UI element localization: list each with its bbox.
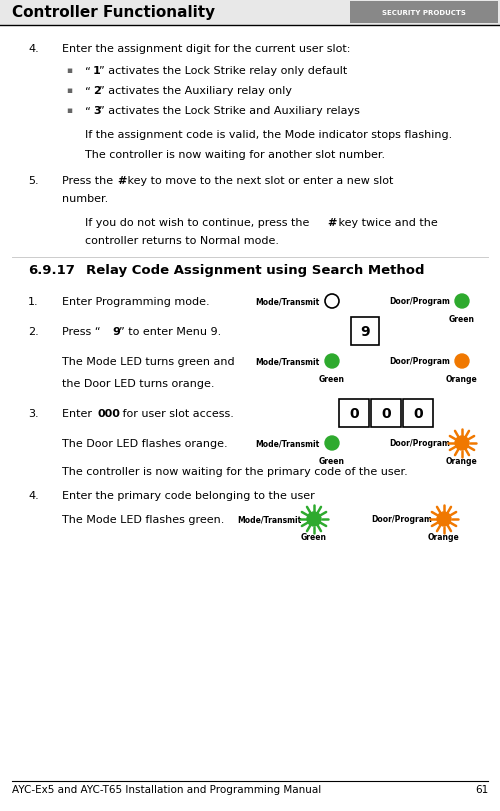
Text: The Door LED flashes orange.: The Door LED flashes orange. bbox=[62, 439, 228, 448]
FancyBboxPatch shape bbox=[371, 400, 401, 427]
Circle shape bbox=[325, 294, 339, 309]
Text: key to move to the next slot or enter a new slot: key to move to the next slot or enter a … bbox=[124, 176, 394, 186]
Text: 1: 1 bbox=[93, 66, 101, 76]
Text: for user slot access.: for user slot access. bbox=[119, 409, 234, 418]
Text: “: “ bbox=[85, 106, 91, 116]
Text: number.: number. bbox=[62, 194, 108, 204]
Text: The controller is now waiting for another slot number.: The controller is now waiting for anothe… bbox=[85, 150, 385, 160]
Text: The Mode LED turns green and: The Mode LED turns green and bbox=[62, 357, 234, 367]
Text: 61: 61 bbox=[475, 784, 488, 794]
Text: Enter: Enter bbox=[62, 409, 96, 418]
Text: ” activates the Auxiliary relay only: ” activates the Auxiliary relay only bbox=[99, 86, 292, 96]
Text: 000: 000 bbox=[97, 409, 120, 418]
Text: ▪: ▪ bbox=[66, 86, 72, 95]
Circle shape bbox=[325, 436, 339, 450]
Text: 9: 9 bbox=[360, 324, 370, 338]
FancyBboxPatch shape bbox=[351, 318, 379, 345]
Circle shape bbox=[325, 354, 339, 368]
Text: Relay Code Assignment using Search Method: Relay Code Assignment using Search Metho… bbox=[86, 264, 424, 277]
Text: 0: 0 bbox=[381, 406, 391, 420]
Circle shape bbox=[437, 513, 451, 526]
Text: 9: 9 bbox=[112, 327, 120, 337]
Text: 0: 0 bbox=[413, 406, 423, 420]
Text: 0: 0 bbox=[349, 406, 359, 420]
Text: The controller is now waiting for the primary code of the user.: The controller is now waiting for the pr… bbox=[62, 466, 408, 476]
Text: Mode/Transmit: Mode/Transmit bbox=[256, 357, 320, 366]
Text: #: # bbox=[117, 176, 126, 186]
Text: ▪: ▪ bbox=[66, 66, 72, 75]
Text: Door/Program: Door/Program bbox=[389, 297, 450, 306]
Text: ” activates the Lock Strike relay only default: ” activates the Lock Strike relay only d… bbox=[99, 66, 347, 76]
Text: key twice and the: key twice and the bbox=[335, 217, 438, 228]
Bar bbox=[0, 0, 500, 26]
Text: Door/Program: Door/Program bbox=[389, 357, 450, 366]
Text: Green: Green bbox=[449, 315, 475, 324]
Text: Mode/Transmit: Mode/Transmit bbox=[256, 439, 320, 448]
Text: Green: Green bbox=[301, 532, 327, 541]
Text: 1.: 1. bbox=[28, 297, 38, 307]
Text: Door/Program: Door/Program bbox=[389, 439, 450, 448]
Text: Orange: Orange bbox=[446, 375, 478, 384]
Text: 2.: 2. bbox=[28, 327, 39, 337]
Text: Door/Program: Door/Program bbox=[371, 515, 432, 524]
Text: 2: 2 bbox=[93, 86, 101, 96]
Text: 5.: 5. bbox=[28, 176, 38, 186]
FancyBboxPatch shape bbox=[339, 400, 369, 427]
Text: “: “ bbox=[85, 66, 91, 76]
Circle shape bbox=[455, 294, 469, 309]
Text: Mode/Transmit: Mode/Transmit bbox=[256, 297, 320, 306]
Text: The Mode LED flashes green.: The Mode LED flashes green. bbox=[62, 514, 224, 525]
Text: AYC-Ex5 and AYC-T65 Installation and Programming Manual: AYC-Ex5 and AYC-T65 Installation and Pro… bbox=[12, 784, 321, 794]
Text: Green: Green bbox=[319, 375, 345, 384]
Bar bbox=[350, 2, 498, 24]
Text: ” activates the Lock Strike and Auxiliary relays: ” activates the Lock Strike and Auxiliar… bbox=[99, 106, 360, 116]
Text: Mode/Transmit: Mode/Transmit bbox=[238, 515, 302, 524]
Text: ” to enter Menu 9.: ” to enter Menu 9. bbox=[119, 327, 221, 337]
Text: Orange: Orange bbox=[446, 457, 478, 466]
Text: Enter Programming mode.: Enter Programming mode. bbox=[62, 297, 210, 307]
Text: controller returns to Normal mode.: controller returns to Normal mode. bbox=[85, 236, 279, 246]
Text: 3.: 3. bbox=[28, 409, 38, 418]
FancyBboxPatch shape bbox=[403, 400, 433, 427]
Text: 4.: 4. bbox=[28, 44, 39, 54]
Circle shape bbox=[307, 513, 321, 526]
Text: ▪: ▪ bbox=[66, 106, 72, 115]
Text: 6.9.17: 6.9.17 bbox=[28, 264, 75, 277]
Text: Enter the primary code belonging to the user: Enter the primary code belonging to the … bbox=[62, 491, 315, 500]
Text: Orange: Orange bbox=[428, 532, 460, 541]
Circle shape bbox=[455, 436, 469, 450]
Text: If you do not wish to continue, press the: If you do not wish to continue, press th… bbox=[85, 217, 313, 228]
Text: Press “: Press “ bbox=[62, 327, 100, 337]
Text: “: “ bbox=[85, 86, 91, 96]
Text: Green: Green bbox=[319, 457, 345, 466]
Text: Press the: Press the bbox=[62, 176, 116, 186]
Text: 4.: 4. bbox=[28, 491, 39, 500]
Text: 3: 3 bbox=[93, 106, 100, 116]
Circle shape bbox=[455, 354, 469, 368]
Text: Controller Functionality: Controller Functionality bbox=[12, 6, 215, 20]
Text: Enter the assignment digit for the current user slot:: Enter the assignment digit for the curre… bbox=[62, 44, 350, 54]
Text: #: # bbox=[327, 217, 336, 228]
Text: If the assignment code is valid, the Mode indicator stops flashing.: If the assignment code is valid, the Mod… bbox=[85, 130, 452, 139]
Text: the Door LED turns orange.: the Door LED turns orange. bbox=[62, 379, 214, 388]
Text: SECURITY PRODUCTS: SECURITY PRODUCTS bbox=[382, 10, 466, 16]
